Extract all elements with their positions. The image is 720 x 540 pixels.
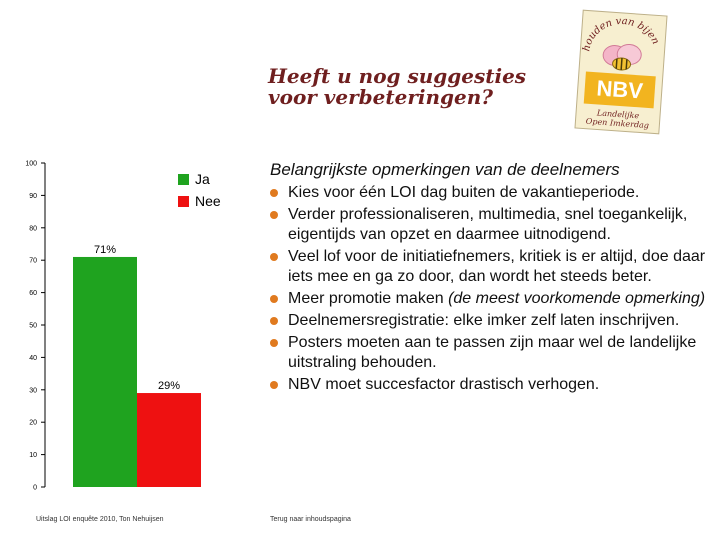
remarks-heading: Belangrijkste opmerkingen van de deelnem… bbox=[270, 160, 620, 179]
bullet-icon bbox=[270, 339, 278, 347]
remark-item: Meer promotie maken (de meest voorkomend… bbox=[268, 289, 708, 309]
y-tick-label: 40 bbox=[29, 355, 37, 362]
source-note: Uitslag LOI enquête 2010, Ton Nehuijsen bbox=[36, 516, 164, 523]
y-tick-label: 20 bbox=[29, 420, 37, 427]
y-tick-label: 50 bbox=[29, 323, 37, 330]
y-tick-label: 60 bbox=[29, 290, 37, 297]
remark-text: Deelnemersregistratie: elke imker zelf l… bbox=[288, 312, 680, 329]
y-tick-label: 100 bbox=[25, 161, 37, 168]
slide-title-line-1: Heeft u nog suggesties bbox=[268, 64, 527, 88]
data-label: 71% bbox=[94, 244, 116, 256]
y-tick-label: 90 bbox=[29, 193, 37, 200]
legend-entry: Nee bbox=[195, 193, 221, 209]
y-tick-label: 80 bbox=[29, 225, 37, 232]
y-tick-label: 70 bbox=[29, 258, 37, 265]
remark-text: Meer promotie maken bbox=[288, 290, 449, 307]
slide-title-line-2: voor verbeteringen? bbox=[268, 85, 493, 109]
remarks-list: Kies voor één LOI dag buiten de vakantie… bbox=[268, 183, 708, 397]
remark-text: Kies voor één LOI dag buiten de vakantie… bbox=[288, 184, 640, 201]
slide-title: Heeft u nog suggesties voor verbeteringe… bbox=[268, 66, 568, 108]
remark-item: Deelnemersregistratie: elke imker zelf l… bbox=[268, 311, 708, 331]
bullet-icon bbox=[270, 317, 278, 325]
y-tick-label: 30 bbox=[29, 387, 37, 394]
legend-entry: Ja bbox=[195, 171, 210, 187]
bullet-icon bbox=[270, 253, 278, 261]
bullet-icon bbox=[270, 189, 278, 197]
logo-tagline-line-1: Landelijke bbox=[596, 108, 640, 120]
remark-item: NBV moet succesfactor drastisch verhogen… bbox=[268, 375, 708, 395]
logo-brand: NBV bbox=[596, 75, 644, 103]
bullet-icon bbox=[270, 381, 278, 389]
data-label: 29% bbox=[158, 380, 180, 392]
y-tick-label: 10 bbox=[29, 452, 37, 459]
remark-emphasis: (de meest voorkomende opmerking) bbox=[448, 290, 706, 307]
remark-text: Verder professionaliseren, multimedia, s… bbox=[288, 206, 688, 243]
back-to-contents-link[interactable]: Terug naar inhoudspagina bbox=[270, 516, 351, 523]
nbv-logo-icon: houden van bijen NBV Landelijke Open Imk… bbox=[574, 9, 668, 135]
remark-item: Posters moeten aan te passen zijn maar w… bbox=[268, 333, 708, 373]
legend-swatch bbox=[178, 174, 189, 185]
bar-ja bbox=[73, 256, 137, 487]
bar-nee bbox=[137, 393, 201, 487]
logo-tagline-line-2: Open Imkerdag bbox=[586, 117, 650, 130]
remark-item: Verder professionaliseren, multimedia, s… bbox=[268, 205, 708, 245]
bullet-icon bbox=[270, 211, 278, 219]
remark-item: Veel lof voor de initiatiefnemers, kriti… bbox=[268, 247, 708, 287]
legend-swatch bbox=[178, 196, 189, 207]
remark-text: Veel lof voor de initiatiefnemers, kriti… bbox=[288, 248, 706, 285]
bar-chart: 0 10 20 30 40 50 60 70 80 90 100 71% 29% Ja Nee bbox=[25, 161, 221, 492]
remark-item: Kies voor één LOI dag buiten de vakantie… bbox=[268, 183, 708, 203]
bullet-icon bbox=[270, 295, 278, 303]
remark-text: Posters moeten aan te passen zijn maar w… bbox=[288, 334, 697, 371]
y-tick-label: 0 bbox=[33, 485, 37, 492]
remark-text: NBV moet succesfactor drastisch verhogen… bbox=[288, 376, 600, 393]
